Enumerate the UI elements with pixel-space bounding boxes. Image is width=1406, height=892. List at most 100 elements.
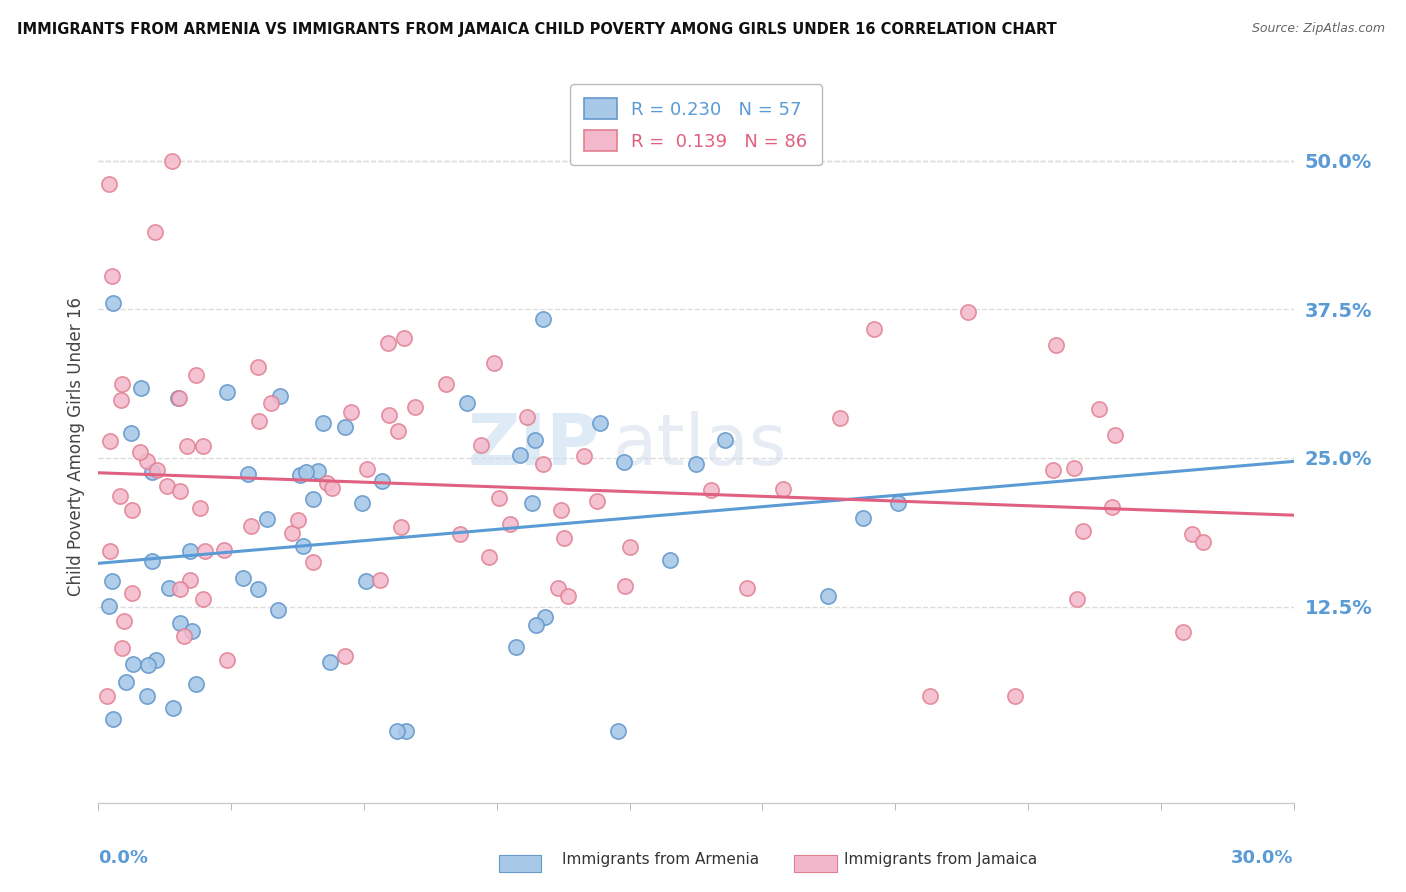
- Point: [387, 424, 409, 438]
- Point: [523, 434, 546, 448]
- Point: [531, 312, 554, 326]
- Point: [269, 389, 291, 403]
- Point: [141, 554, 163, 568]
- Point: [157, 582, 180, 596]
- Point: [121, 657, 143, 672]
- Point: [180, 624, 202, 639]
- Point: [103, 296, 125, 310]
- Point: [1066, 591, 1088, 606]
- Point: [887, 496, 910, 510]
- Point: [557, 589, 579, 603]
- Point: [1088, 402, 1111, 417]
- Point: [531, 457, 554, 471]
- Point: [735, 581, 758, 595]
- Point: [619, 541, 641, 555]
- Point: [772, 482, 794, 496]
- Point: [108, 489, 131, 503]
- Point: [405, 400, 427, 414]
- Point: [136, 658, 159, 673]
- Point: [613, 455, 636, 469]
- Point: [100, 543, 122, 558]
- Point: [166, 392, 188, 406]
- Point: [239, 518, 262, 533]
- Point: [1101, 500, 1123, 514]
- Point: [176, 439, 198, 453]
- Point: [1063, 461, 1085, 475]
- Point: [169, 392, 191, 406]
- Point: [247, 582, 270, 597]
- Point: [145, 653, 167, 667]
- Point: [553, 531, 575, 545]
- Point: [478, 549, 501, 564]
- Point: [852, 511, 875, 525]
- Point: [714, 434, 737, 448]
- Point: [188, 501, 211, 516]
- Point: [246, 360, 269, 375]
- Point: [316, 475, 339, 490]
- Legend: R = 0.230   N = 57, R =  0.139   N = 86: R = 0.230 N = 57, R = 0.139 N = 86: [569, 84, 823, 165]
- Point: [191, 439, 214, 453]
- Point: [101, 713, 124, 727]
- Point: [307, 464, 329, 478]
- Point: [368, 573, 391, 587]
- Point: [395, 724, 418, 739]
- Point: [114, 614, 136, 628]
- Point: [318, 655, 340, 669]
- Point: [184, 368, 207, 382]
- Text: atlas: atlas: [613, 411, 787, 481]
- Point: [214, 543, 236, 558]
- Point: [613, 579, 636, 593]
- Point: [505, 640, 527, 655]
- Point: [817, 589, 839, 603]
- Point: [658, 553, 681, 567]
- Point: [247, 414, 270, 428]
- Point: [141, 465, 163, 479]
- Point: [121, 502, 143, 516]
- Point: [456, 395, 478, 409]
- Point: [256, 511, 278, 525]
- Text: 0.0%: 0.0%: [98, 849, 149, 867]
- Point: [194, 544, 217, 558]
- Text: Immigrants from Armenia: Immigrants from Armenia: [562, 852, 759, 867]
- Point: [162, 153, 184, 168]
- Point: [585, 493, 607, 508]
- Text: IMMIGRANTS FROM ARMENIA VS IMMIGRANTS FROM JAMAICA CHILD POVERTY AMONG GIRLS UND: IMMIGRANTS FROM ARMENIA VS IMMIGRANTS FR…: [17, 22, 1057, 37]
- Point: [135, 689, 157, 703]
- Point: [111, 377, 134, 392]
- Point: [1073, 524, 1095, 538]
- Point: [302, 555, 325, 569]
- Point: [173, 629, 195, 643]
- Text: ZIP: ZIP: [468, 411, 600, 481]
- Text: Immigrants from Jamaica: Immigrants from Jamaica: [844, 852, 1036, 867]
- Point: [179, 573, 201, 587]
- Point: [301, 491, 323, 506]
- Point: [145, 463, 167, 477]
- Point: [356, 574, 378, 589]
- Point: [280, 525, 302, 540]
- Point: [863, 322, 886, 336]
- Point: [1192, 535, 1215, 549]
- Point: [179, 544, 201, 558]
- Point: [143, 225, 166, 239]
- Point: [524, 617, 547, 632]
- Point: [606, 724, 628, 739]
- Point: [101, 574, 124, 588]
- Point: [294, 465, 316, 479]
- Point: [1171, 624, 1194, 639]
- Point: [1042, 463, 1064, 477]
- Point: [685, 457, 707, 471]
- Point: [184, 677, 207, 691]
- Point: [312, 416, 335, 430]
- Y-axis label: Child Poverty Among Girls Under 16: Child Poverty Among Girls Under 16: [66, 296, 84, 596]
- Point: [98, 434, 121, 448]
- Point: [121, 586, 143, 600]
- Point: [956, 304, 979, 318]
- Point: [156, 478, 179, 492]
- Point: [488, 491, 510, 505]
- Point: [392, 331, 415, 345]
- Point: [499, 516, 522, 531]
- Point: [169, 483, 191, 498]
- Point: [352, 496, 374, 510]
- Point: [96, 689, 118, 703]
- Point: [516, 410, 538, 425]
